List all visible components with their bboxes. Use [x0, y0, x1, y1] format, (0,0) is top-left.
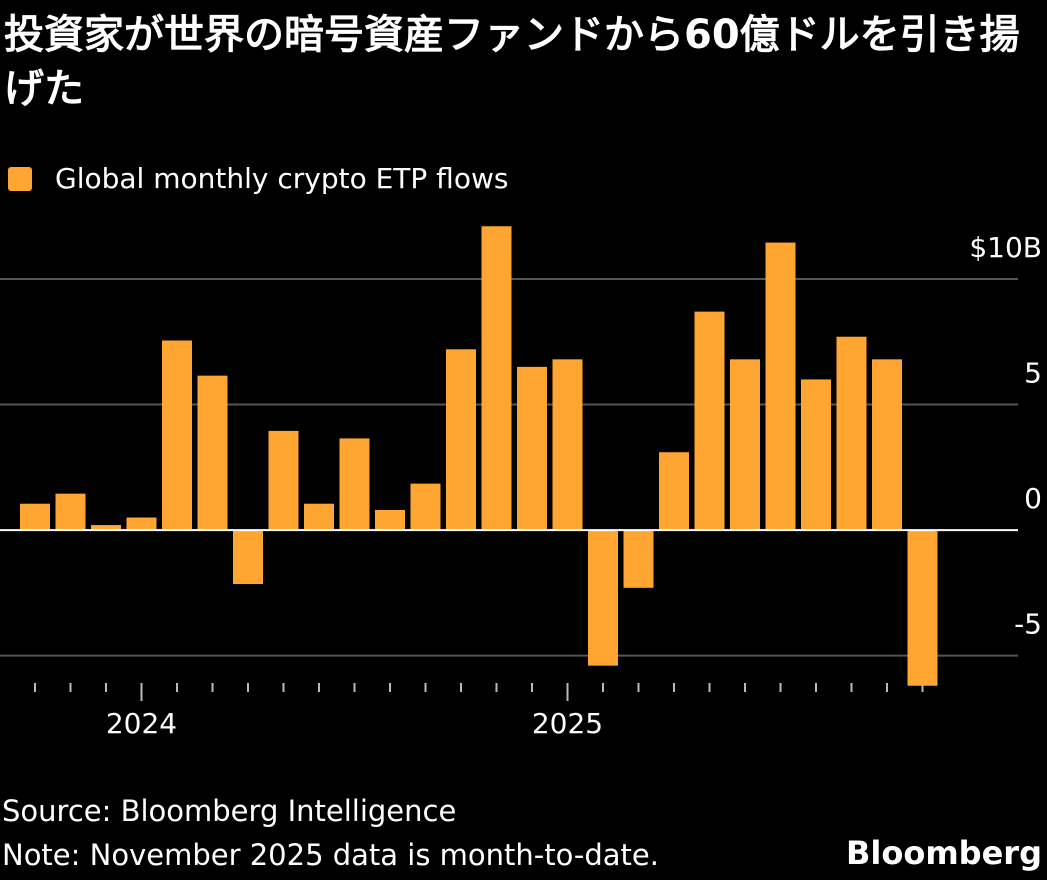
- y-tick-label: 0: [1024, 482, 1042, 515]
- bar: [410, 483, 441, 531]
- bar: [801, 379, 831, 531]
- bar: [872, 359, 902, 531]
- bar: [304, 503, 334, 531]
- y-tick-label: $10B: [969, 231, 1042, 264]
- bar: [339, 438, 370, 531]
- bar: [55, 493, 86, 531]
- legend-swatch: [8, 167, 32, 191]
- bar: [126, 517, 157, 531]
- x-tick-label: 2025: [532, 707, 603, 740]
- bar: [481, 226, 512, 531]
- bar: [517, 366, 547, 531]
- chart-title: 投資家が世界の暗号資産ファンドから60億ドルを引き揚げた: [4, 12, 1020, 112]
- bar: [588, 530, 618, 666]
- bar: [659, 452, 689, 531]
- y-tick-label: -5: [1014, 608, 1042, 641]
- note: Note: November 2025 data is month-to-dat…: [2, 838, 659, 872]
- bar: [907, 530, 938, 686]
- y-tick-label: 5: [1024, 357, 1042, 390]
- bar: [268, 430, 299, 531]
- source: Source: Bloomberg Intelligence: [2, 794, 456, 828]
- bar: [552, 359, 583, 531]
- bar: [233, 530, 263, 585]
- bar: [694, 311, 725, 531]
- bar: [197, 375, 228, 531]
- bar: [20, 503, 50, 531]
- bar: [623, 530, 654, 588]
- bar: [162, 340, 192, 531]
- brand: Bloomberg: [846, 834, 1042, 872]
- bar: [446, 349, 476, 531]
- bar: [765, 242, 796, 531]
- bar: [836, 336, 867, 531]
- x-tick-label: 2024: [106, 707, 177, 740]
- bar: [730, 359, 760, 531]
- legend-label: Global monthly crypto ETP flows: [55, 162, 508, 195]
- bar: [375, 509, 405, 531]
- bar: [91, 525, 121, 531]
